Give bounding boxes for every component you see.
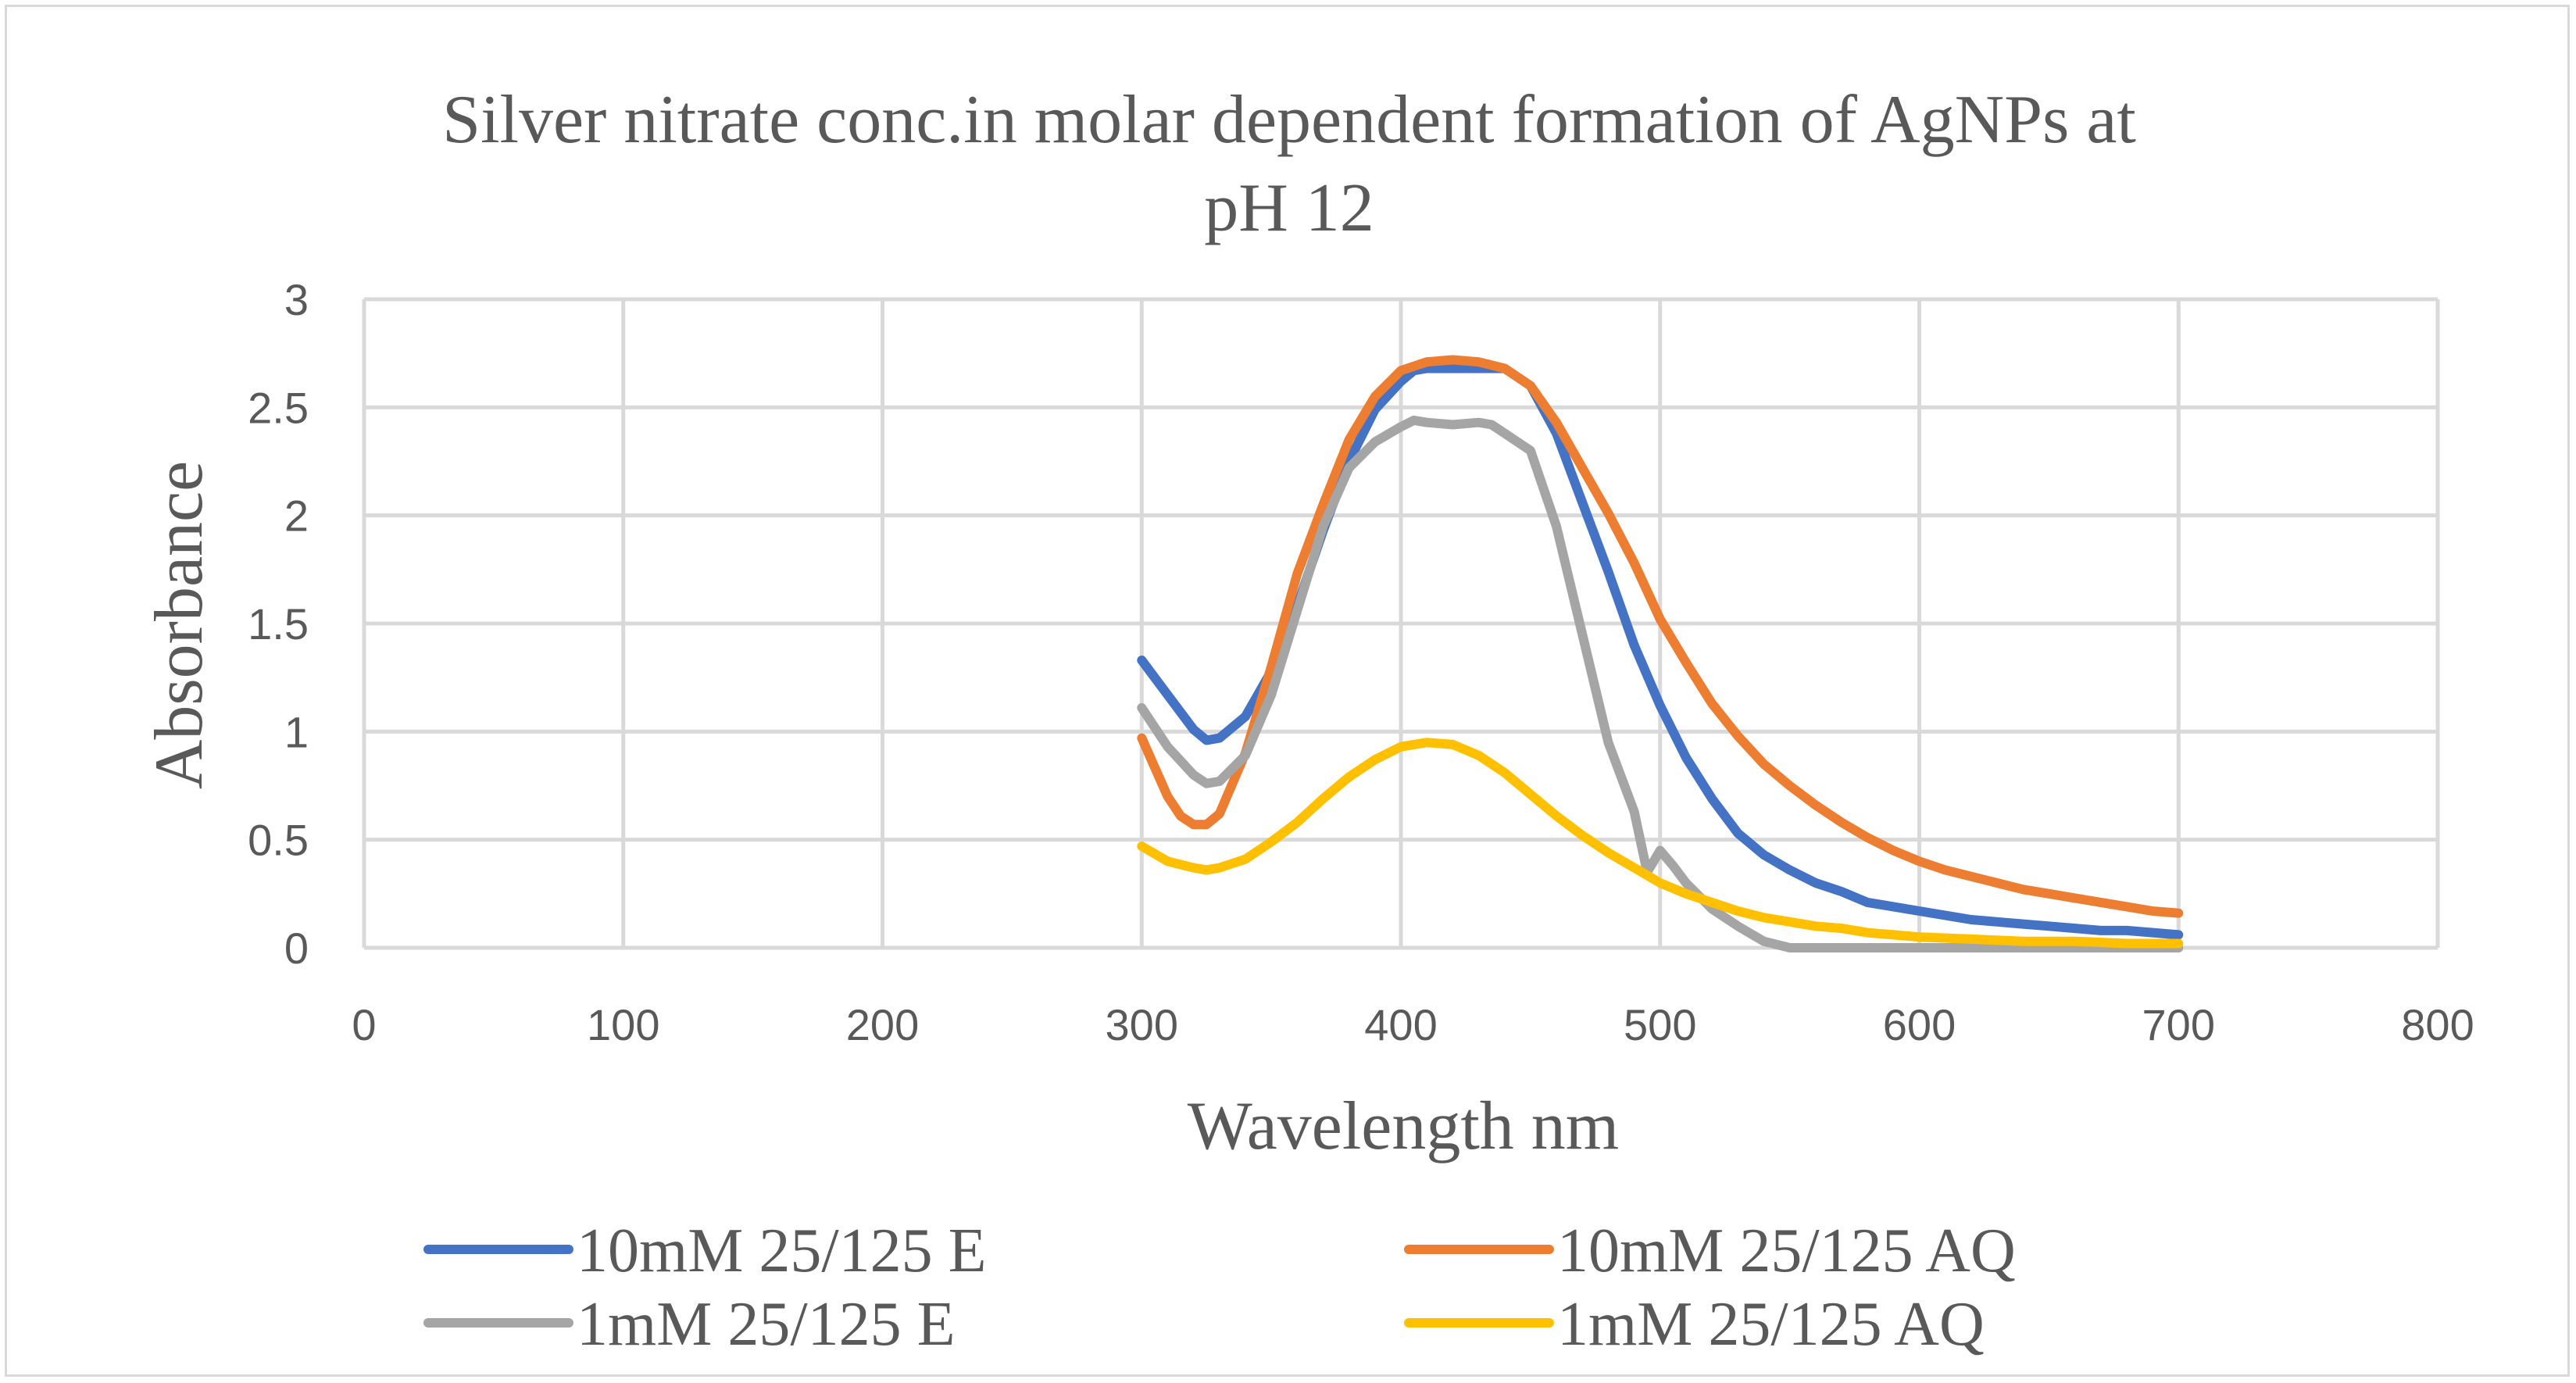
y-tick-label: 1.5 xyxy=(248,599,309,649)
x-tick-label: 300 xyxy=(1106,1000,1178,1049)
x-tick-label: 200 xyxy=(846,1000,919,1049)
chart-frame xyxy=(5,5,2570,1377)
series-line xyxy=(1137,738,2184,949)
chart-title-line-2: pH 12 xyxy=(1204,170,1374,246)
x-tick-label: 100 xyxy=(587,1000,659,1049)
legend-label: 1mM 25/125 AQ xyxy=(1557,1290,1985,1359)
y-axis-title: Absorbance xyxy=(141,461,217,789)
legend-label: 10mM 25/125 E xyxy=(577,1217,986,1285)
x-tick-label: 600 xyxy=(1883,1000,1956,1049)
legend: 10mM 25/125 E 10mM 25/125 AQ 1mM 25/125 E 1… xyxy=(423,1217,2016,1359)
chart-title-line-1: Silver nitrate conc.in molar dependent f… xyxy=(442,82,2136,158)
legend-label: 10mM 25/125 AQ xyxy=(1557,1217,2016,1285)
y-tick-label: 3 xyxy=(284,275,309,324)
x-tick-label: 800 xyxy=(2401,1000,2474,1049)
gridlines xyxy=(362,297,2440,950)
series-line xyxy=(1137,415,2184,952)
legend-label: 1mM 25/125 E xyxy=(577,1290,955,1359)
x-axis-title: Wavelength nm xyxy=(1188,1088,1620,1164)
series-line xyxy=(1137,355,2184,918)
y-tick-label: 2 xyxy=(284,491,309,541)
y-axis-ticks: 0 0.5 1 1.5 2 2.5 3 xyxy=(248,275,309,973)
x-tick-label: 400 xyxy=(1364,1000,1437,1049)
y-tick-label: 2.5 xyxy=(248,383,309,432)
y-tick-label: 0 xyxy=(284,924,309,973)
x-tick-label: 700 xyxy=(2142,1000,2215,1049)
x-tick-label: 0 xyxy=(352,1000,376,1049)
y-tick-label: 0.5 xyxy=(248,816,309,865)
series-lines xyxy=(1137,355,2184,952)
x-axis-ticks: 0 100 200 300 400 500 600 700 800 xyxy=(352,1000,2474,1049)
y-tick-label: 1 xyxy=(284,707,309,756)
x-tick-label: 500 xyxy=(1624,1000,1696,1049)
